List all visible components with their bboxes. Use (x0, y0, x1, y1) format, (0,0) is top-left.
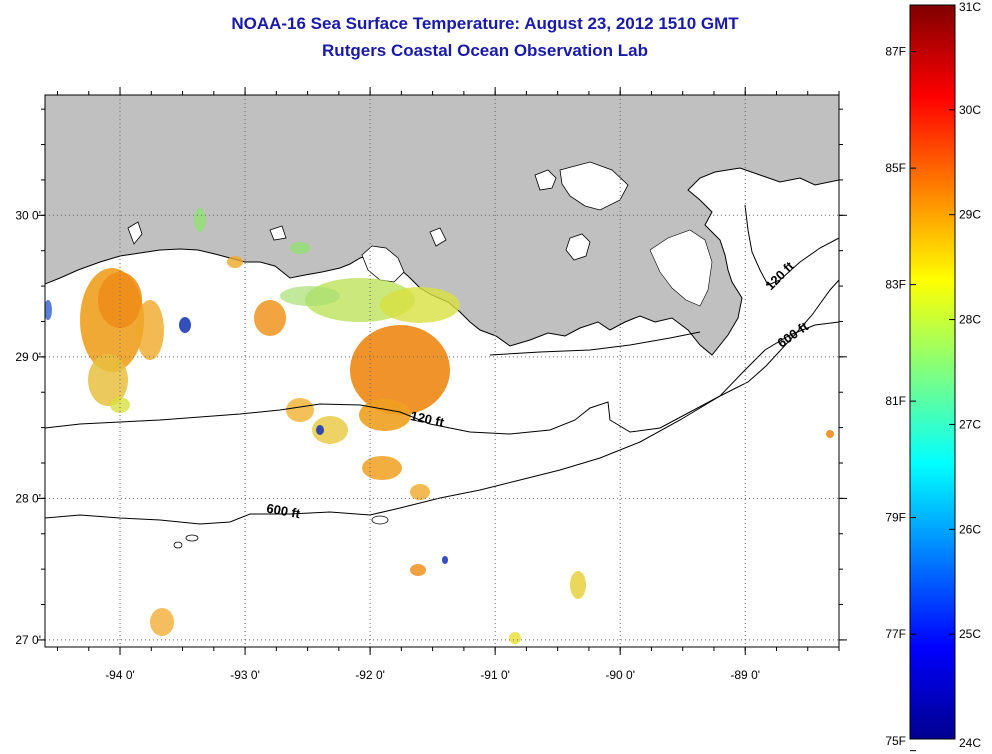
colorbar (909, 4, 956, 740)
map-grid (45, 95, 839, 647)
colorbar-c-label: 27C (959, 417, 981, 431)
y-tick-label: 29 0' (15, 350, 41, 364)
colorbar-f-label: 77F (885, 627, 906, 641)
delta (649, 229, 713, 307)
axis-ticks: -94 0' -93 0' -92 0' -91 0' -90 0' -89 0' 30 0… (15, 87, 847, 682)
colorbar-f-label: 83F (885, 278, 906, 292)
lake (565, 233, 591, 261)
contour-120ft-east (744, 204, 839, 286)
y-tick-label: 27 0' (15, 633, 41, 647)
contour-600ft-shelf (489, 331, 701, 356)
colorbar-c-label: 30C (959, 103, 981, 117)
chart-title: NOAA-16 Sea Surface Temperature: August … (231, 14, 739, 33)
y-tick-label: 30 0' (15, 208, 41, 222)
colorbar-c-label: 24C (959, 736, 981, 750)
lake (559, 161, 629, 211)
x-tick-label: -93 0' (230, 668, 260, 682)
contour-600ft (45, 321, 839, 525)
colorbar-f-label: 75F (885, 734, 906, 748)
contour-bank (173, 541, 183, 549)
lake (127, 221, 143, 245)
colorbar-f-label: 79F (885, 511, 906, 525)
colorbar-f-label: 87F (885, 45, 906, 59)
bay (361, 245, 405, 283)
x-tick-label: -92 0' (355, 668, 385, 682)
colorbar-c-label: 29C (959, 208, 981, 222)
contour-bank (185, 534, 199, 542)
chart-subtitle: Rutgers Coastal Ocean Observation Lab (322, 41, 648, 60)
colorbar-f-label: 85F (885, 161, 906, 175)
x-tick-label: -94 0' (105, 668, 135, 682)
contour-120ft (45, 279, 839, 435)
contour-bank (371, 515, 389, 525)
x-tick-label: -89 0' (730, 668, 760, 682)
lake (269, 225, 287, 241)
y-tick-label: 28 0' (15, 491, 41, 505)
x-tick-label: -91 0' (480, 668, 510, 682)
colorbar-c-label: 28C (959, 313, 981, 327)
contour-label: 120 ft (409, 408, 446, 430)
colorbar-c-label: 31C (959, 0, 981, 14)
lake (429, 227, 447, 247)
colorbar-labels: 31C 30C 29C 28C 27C 26C 25C 24C 87F 85F 83F 81F 79F 7… (885, 0, 981, 752)
colorbar-f-label: 81F (885, 394, 906, 408)
lake (534, 169, 557, 191)
colorbar-c-label: 26C (959, 522, 981, 536)
x-tick-label: -90 0' (605, 668, 635, 682)
map-frame (44, 94, 840, 648)
colorbar-c-label: 25C (959, 627, 981, 641)
contour-label: 600 ft (265, 501, 302, 522)
